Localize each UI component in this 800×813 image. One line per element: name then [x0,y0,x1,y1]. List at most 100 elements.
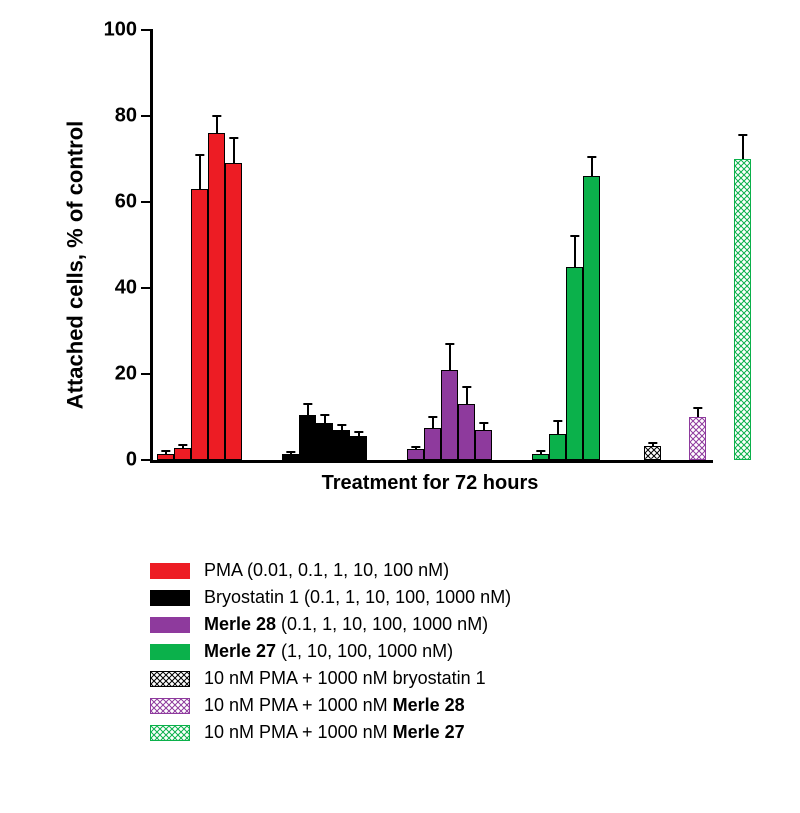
bar-body [316,423,333,460]
error-bar-cap [536,450,545,452]
legend: PMA (0.01, 0.1, 1, 10, 100 nM) Bryostatin… [150,560,710,749]
error-bar-stem [697,408,699,417]
legend-label: Merle 28 (0.1, 1, 10, 100, 1000 nM) [204,614,488,635]
legend-item: Merle 28 (0.1, 1, 10, 100, 1000 nM) [150,614,710,635]
bar [532,447,549,460]
bar [174,441,191,460]
error-bar-stem [466,387,468,404]
bar-body [208,133,225,460]
bar-body [282,454,299,460]
bar [208,112,225,460]
plot-area: 020406080100 [150,30,713,463]
bar-body [549,434,566,460]
bar-body [532,454,549,460]
legend-swatch [150,590,190,606]
y-tick-label: 100 [104,19,137,42]
legend-label: PMA (0.01, 0.1, 1, 10, 100 nM) [204,560,449,581]
legend-label: Bryostatin 1 (0.1, 1, 10, 100, 1000 nM) [204,587,511,608]
error-bar-cap [693,407,702,409]
error-bar-cap [354,431,363,433]
error-bar-stem [199,155,201,189]
bar [549,417,566,460]
bar-body [174,448,191,460]
error-bar-stem [574,236,576,266]
error-bar-cap [229,137,238,139]
error-bar-cap [445,343,454,345]
y-tick-label: 20 [115,363,137,386]
error-bar-stem [432,417,434,428]
bar-body [350,436,367,460]
y-tick [141,29,153,31]
y-tick-label: 40 [115,277,137,300]
error-bar-cap [553,420,562,422]
error-bar-cap [428,416,437,418]
y-tick [141,373,153,375]
legend-swatch [150,617,190,633]
bar-body [475,430,492,460]
bar [644,439,661,460]
bar-body [644,446,661,460]
legend-item: Merle 27 (1, 10, 100, 1000 nM) [150,641,710,662]
bar [316,411,333,460]
error-bar-cap [587,156,596,158]
bar-body [734,159,751,460]
error-bar-cap [178,444,187,446]
error-bar-stem [324,415,326,424]
bar [407,443,424,460]
y-tick-label: 80 [115,105,137,128]
bar [299,400,316,460]
chart-container: Attached cells, % of control 02040608010… [60,20,740,510]
bar-body [299,415,316,460]
x-axis-title: Treatment for 72 hours [150,472,710,495]
legend-item: 10 nM PMA + 1000 nM Merle 28 [150,695,710,716]
bar-body [333,430,350,460]
bar-body [424,428,441,460]
error-bar-stem [557,421,559,434]
y-tick-label: 0 [126,449,137,472]
error-bar-cap [195,154,204,156]
error-bar-cap [738,134,747,136]
bar [333,421,350,460]
bar [458,383,475,460]
bar [350,428,367,460]
error-bar-stem [449,344,451,370]
bar [225,134,242,461]
bar [734,131,751,460]
bar [583,153,600,460]
error-bar-cap [411,446,420,448]
error-bar-stem [233,138,235,164]
legend-label: 10 nM PMA + 1000 nM Merle 28 [204,695,465,716]
bar-body [225,163,242,460]
legend-swatch [150,698,190,714]
bar-body [689,417,706,460]
error-bar-cap [212,115,221,117]
error-bar-cap [648,442,657,444]
y-axis-title-wrap: Attached cells, % of control [60,20,90,510]
bar-body [458,404,475,460]
bar-body [583,176,600,460]
bar-body [191,189,208,460]
error-bar-cap [479,422,488,424]
bar [191,151,208,460]
bar [282,448,299,460]
bar [441,340,458,460]
legend-swatch [150,725,190,741]
error-bar-cap [286,451,295,453]
error-bar-stem [742,135,744,159]
legend-label: 10 nM PMA + 1000 nM bryostatin 1 [204,668,486,689]
legend-swatch [150,563,190,579]
y-axis-title: Attached cells, % of control [62,121,88,410]
legend-swatch [150,671,190,687]
y-tick [141,201,153,203]
error-bar-stem [216,116,218,133]
error-bar-cap [337,424,346,426]
bar [157,447,174,460]
y-tick [141,459,153,461]
error-bar-cap [320,414,329,416]
bar-body [441,370,458,460]
y-tick [141,115,153,117]
error-bar-stem [307,404,309,415]
legend-item: 10 nM PMA + 1000 nM bryostatin 1 [150,668,710,689]
error-bar-cap [303,403,312,405]
error-bar-cap [161,450,170,452]
